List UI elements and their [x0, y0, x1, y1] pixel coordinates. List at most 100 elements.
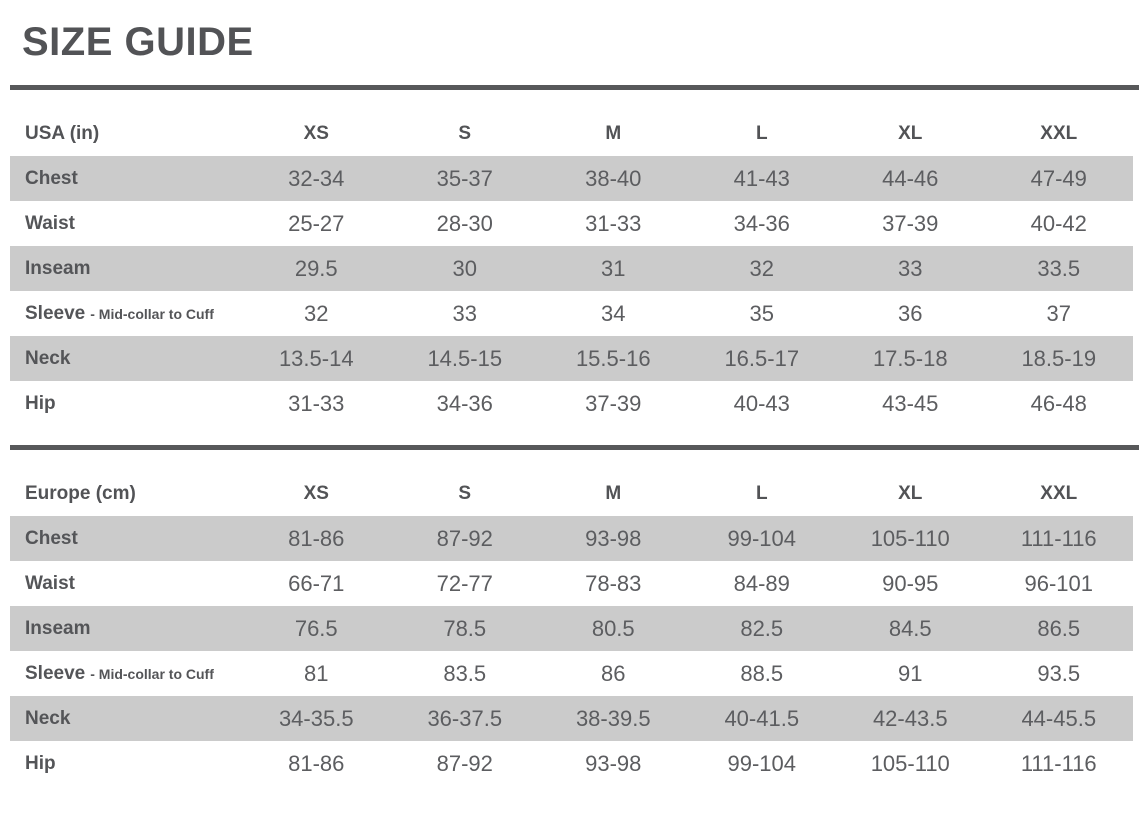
size-column-header-xl: XL [898, 122, 923, 144]
size-value-cell: 37-39 [882, 210, 939, 236]
size-value-cell: 99-104 [727, 525, 796, 551]
size-value-cell: 32 [304, 300, 329, 326]
size-value-cell: 34-36 [436, 390, 493, 416]
size-value-cell: 13.5-14 [278, 345, 354, 371]
size-value-cell: 105-110 [870, 525, 950, 551]
size-value-cell: 34-36 [733, 210, 790, 236]
size-table-header-row: USA (in) XS S M L XL XXL [10, 111, 1133, 156]
size-column-header-s: S [458, 122, 472, 144]
size-guide-page: SIZE GUIDE USA (in) XS S M L XL XXL Chest 32-34 3… [0, 20, 1139, 786]
unit-label-europe: Europe (cm) [25, 482, 136, 504]
size-value-cell: 91 [898, 660, 923, 686]
size-table-usa: USA (in) XS S M L XL XXL Chest 32-34 35-37 38-40 41… [10, 111, 1133, 426]
size-value-cell: 29.5 [294, 255, 338, 281]
row-label: Neck [25, 347, 71, 369]
row-sublabel: - Mid-collar to Cuff [90, 305, 214, 322]
size-value-cell: 17.5-18 [872, 345, 948, 371]
size-value-cell: 86 [601, 660, 626, 686]
size-value-cell: 83.5 [443, 660, 487, 686]
size-column-header-xs: XS [303, 122, 329, 144]
size-table-header-row: Europe (cm) XS S M L XL XXL [10, 471, 1133, 516]
size-value-cell: 44-46 [882, 165, 939, 191]
row-label-cell: Hip [10, 753, 242, 775]
size-value-cell: 16.5-17 [724, 345, 800, 371]
row-label-cell: Sleeve - Mid-collar to Cuff [10, 663, 242, 685]
size-value-cell: 72-77 [436, 570, 493, 596]
row-label: Chest [25, 527, 78, 549]
table-divider [10, 445, 1139, 450]
size-value-cell: 43-45 [882, 390, 939, 416]
table-row-hip: Hip 81-86 87-92 93-98 99-104 105-110 111-116 [10, 741, 1133, 786]
size-tables: USA (in) XS S M L XL XXL Chest 32-34 35-37 38-40 41… [0, 111, 1139, 786]
size-value-cell: 41-43 [733, 165, 790, 191]
size-value-cell: 33 [452, 300, 477, 326]
table-row-chest: Chest 32-34 35-37 38-40 41-43 44-46 47-49 [10, 156, 1133, 201]
size-column-header-m: M [605, 122, 622, 144]
size-value-cell: 38-39.5 [575, 705, 651, 731]
size-value-cell: 93-98 [585, 525, 642, 551]
table-row-inseam: Inseam 29.5 30 31 32 33 33.5 [10, 246, 1133, 291]
row-label-cell: Neck [10, 708, 242, 730]
size-value-cell: 37-39 [585, 390, 642, 416]
size-table-europe: Europe (cm) XS S M L XL XXL Chest 81-86 87-92 93-9… [10, 471, 1133, 786]
size-value-cell: 30 [452, 255, 477, 281]
row-label: Hip [25, 752, 56, 774]
size-value-cell: 84.5 [888, 615, 932, 641]
size-value-cell: 33 [898, 255, 923, 281]
size-value-cell: 25-27 [288, 210, 345, 236]
row-label-cell: Sleeve - Mid-collar to Cuff [10, 303, 242, 325]
size-column-header-l: L [755, 122, 768, 144]
table-row-waist: Waist 25-27 28-30 31-33 34-36 37-39 40-42 [10, 201, 1133, 246]
size-value-cell: 93.5 [1037, 660, 1081, 686]
size-value-cell: 36 [898, 300, 923, 326]
row-label: Neck [25, 707, 71, 729]
title-divider [10, 85, 1139, 90]
size-value-cell: 81-86 [288, 525, 345, 551]
table-row-sleeve: Sleeve - Mid-collar to Cuff 81 83.5 86 88.5 91… [10, 651, 1133, 696]
size-value-cell: 88.5 [740, 660, 784, 686]
table-row-neck: Neck 13.5-14 14.5-15 15.5-16 16.5-17 17.5-18 1… [10, 336, 1133, 381]
size-value-cell: 47-49 [1030, 165, 1087, 191]
size-value-cell: 32 [749, 255, 774, 281]
row-label-cell: Waist [10, 573, 242, 595]
size-value-cell: 31-33 [585, 210, 642, 236]
row-label-cell: Chest [10, 528, 242, 550]
row-label: Sleeve [25, 662, 86, 684]
size-column-header-xs: XS [303, 482, 329, 504]
size-value-cell: 37 [1046, 300, 1071, 326]
size-value-cell: 40-43 [733, 390, 790, 416]
table-row-hip: Hip 31-33 34-36 37-39 40-43 43-45 46-48 [10, 381, 1133, 426]
row-label-cell: Chest [10, 168, 242, 190]
size-value-cell: 99-104 [727, 750, 796, 776]
size-value-cell: 31-33 [288, 390, 345, 416]
size-column-header-xxl: XXL [1040, 122, 1078, 144]
size-value-cell: 40-42 [1030, 210, 1087, 236]
size-value-cell: 18.5-19 [1021, 345, 1097, 371]
size-column-header-s: S [458, 482, 472, 504]
size-value-cell: 82.5 [740, 615, 784, 641]
size-value-cell: 111-116 [1020, 750, 1097, 776]
size-value-cell: 78-83 [585, 570, 642, 596]
row-label: Waist [25, 572, 75, 594]
size-value-cell: 80.5 [591, 615, 635, 641]
size-value-cell: 78.5 [443, 615, 487, 641]
size-value-cell: 34-35.5 [278, 705, 354, 731]
size-value-cell: 28-30 [436, 210, 493, 236]
size-column-header-xxl: XXL [1040, 482, 1078, 504]
size-value-cell: 86.5 [1037, 615, 1081, 641]
size-value-cell: 35 [749, 300, 774, 326]
size-value-cell: 33.5 [1037, 255, 1081, 281]
size-value-cell: 87-92 [436, 525, 493, 551]
table-row-inseam: Inseam 76.5 78.5 80.5 82.5 84.5 86.5 [10, 606, 1133, 651]
size-value-cell: 42-43.5 [872, 705, 948, 731]
size-value-cell: 76.5 [294, 615, 338, 641]
size-value-cell: 44-45.5 [1021, 705, 1097, 731]
size-value-cell: 46-48 [1030, 390, 1087, 416]
size-value-cell: 87-92 [436, 750, 493, 776]
size-value-cell: 32-34 [288, 165, 345, 191]
row-label: Inseam [25, 617, 91, 639]
size-value-cell: 81-86 [288, 750, 345, 776]
table-row-neck: Neck 34-35.5 36-37.5 38-39.5 40-41.5 42-43.5 4… [10, 696, 1133, 741]
size-column-header-m: M [605, 482, 622, 504]
row-label-cell: Inseam [10, 618, 242, 640]
